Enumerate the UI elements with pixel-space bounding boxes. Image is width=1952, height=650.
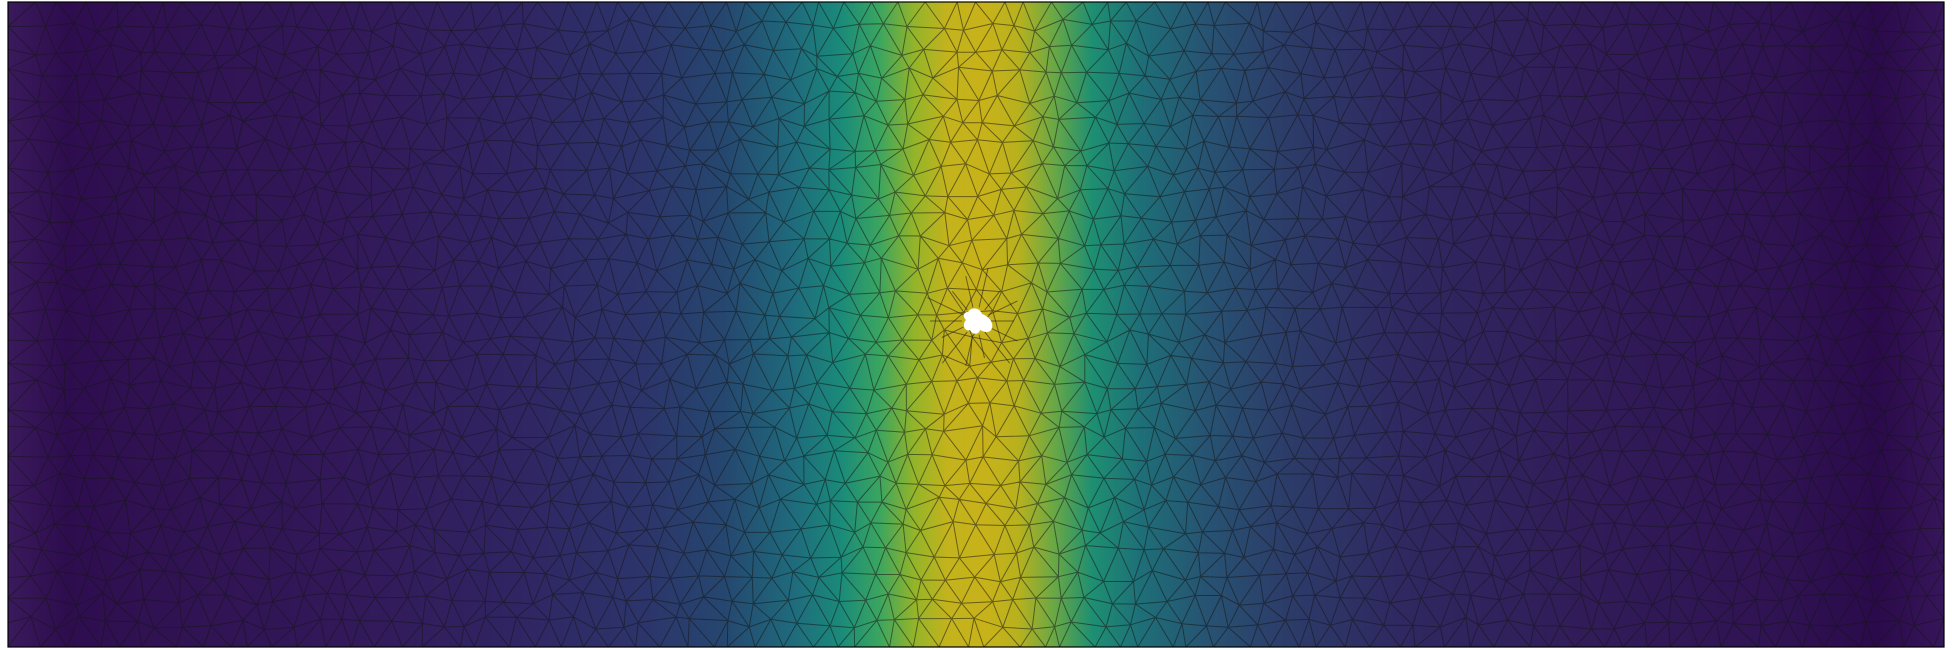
mesh-triangles	[8, 2, 1944, 647]
center-hole	[963, 308, 993, 334]
hole-refinement-edges	[927, 268, 1018, 366]
mesh-edges	[8, 2, 1944, 647]
plot-frame	[7, 1, 1945, 648]
